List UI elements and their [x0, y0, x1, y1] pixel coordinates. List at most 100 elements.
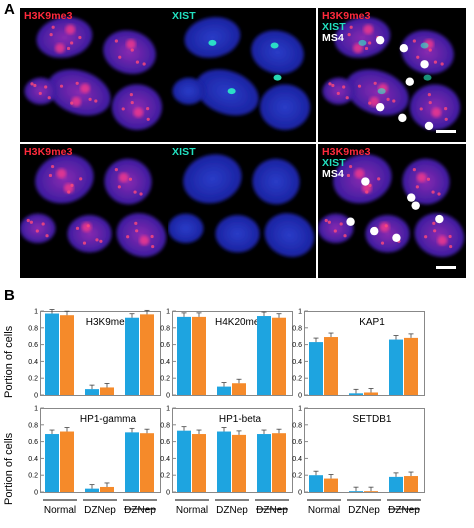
bar	[272, 317, 286, 395]
speckle	[135, 60, 140, 64]
speckle	[41, 222, 45, 226]
y-tick-label: 0	[34, 490, 38, 497]
y-tick-label: 0.2	[160, 376, 170, 383]
speckle	[117, 185, 121, 189]
speckle	[121, 107, 125, 111]
speckle	[66, 46, 71, 51]
nucleus	[414, 213, 465, 258]
micrograph-r2-c3: H3K9me3 XIST MS4	[318, 144, 466, 278]
nucleus	[334, 17, 391, 58]
speckle	[70, 41, 74, 45]
speckle	[59, 84, 64, 88]
category-label: Normal	[308, 505, 340, 516]
micrograph-r2-c2: XIST	[168, 144, 316, 278]
speckle	[47, 96, 51, 100]
speckle	[327, 220, 331, 224]
y-axis-label-top: Portion of cells	[3, 325, 15, 398]
y-tick-label: 0	[166, 393, 170, 400]
y-tick-label: 0	[298, 393, 302, 400]
scale-bar	[436, 266, 456, 269]
speckle	[126, 235, 130, 239]
speckle	[349, 25, 353, 29]
y-tick-label: 1	[166, 309, 170, 316]
nucleus	[168, 213, 204, 244]
category-label: DZNep	[216, 505, 248, 516]
y-tick-label: 1	[298, 309, 302, 316]
y-tick-label: 0.8	[160, 325, 170, 332]
ms4-signal	[420, 60, 429, 69]
nucleus	[322, 77, 355, 105]
speckle	[377, 177, 381, 181]
bar	[60, 315, 74, 395]
speckle	[129, 93, 133, 97]
chart-svg: 0 0.2 0.4 0.6 0.8 1 H3K9me3	[28, 309, 161, 400]
speckle	[44, 85, 48, 89]
speckle	[99, 239, 103, 243]
plot-frame	[40, 311, 161, 396]
speckle	[114, 167, 118, 172]
micrograph-image	[20, 154, 167, 258]
channel-label: MS4	[322, 168, 344, 180]
y-tick-label: 1	[34, 309, 38, 316]
h3k9me3-focus	[81, 222, 92, 233]
speckle	[392, 99, 396, 103]
nucleus	[264, 213, 315, 258]
h3k9me3-focus	[54, 43, 65, 54]
speckle	[75, 226, 80, 230]
nucleus	[20, 213, 56, 244]
speckle	[384, 224, 388, 228]
ms4-signal	[407, 193, 416, 202]
y-tick-label: 0.8	[28, 325, 38, 332]
category-label: Normal	[44, 505, 76, 516]
y-tick-label: 0.6	[160, 439, 170, 446]
speckle	[142, 62, 146, 66]
speckle	[88, 97, 92, 101]
xist-signal	[377, 88, 386, 95]
h3k9me3-focus	[354, 168, 365, 179]
chart-svg: 0 0.2 0.4 0.6 0.8 1 HP1-beta Normal DZNep DZNep	[160, 406, 293, 516]
speckle	[368, 183, 372, 187]
speckle	[130, 100, 134, 105]
ms4-signal	[346, 217, 355, 226]
speckle	[433, 60, 438, 64]
speckle	[49, 33, 53, 37]
bar	[85, 488, 99, 492]
bar	[125, 317, 139, 395]
category-label: DZNep	[124, 505, 156, 516]
speckle	[373, 81, 377, 85]
speckle	[86, 224, 90, 228]
bar	[324, 337, 338, 395]
speckle	[114, 39, 118, 43]
category-label: Normal	[176, 505, 208, 516]
speckle	[380, 241, 385, 245]
y-tick-label: 0.2	[292, 376, 302, 383]
bar	[404, 337, 418, 395]
speckle	[432, 221, 436, 225]
speckle	[448, 234, 452, 239]
bar	[140, 314, 154, 395]
category-label: DZNep	[84, 505, 116, 516]
y-tick-label: 0.4	[160, 359, 170, 366]
speckle	[331, 83, 335, 88]
speckle	[95, 238, 99, 242]
speckle	[365, 190, 369, 194]
channel-label: H3K9me3	[24, 146, 73, 158]
panel-b-letter: B	[4, 287, 15, 304]
h3k9me3-focus	[431, 107, 442, 118]
speckle	[94, 99, 98, 103]
speckle	[324, 218, 328, 223]
bar	[140, 433, 154, 492]
speckle	[70, 101, 74, 105]
ms4-signal	[411, 201, 420, 210]
chart-title: H4K20me3	[215, 317, 265, 328]
nucleus	[402, 158, 450, 205]
bar	[45, 313, 59, 395]
plot-frame	[40, 408, 161, 493]
bar	[85, 389, 99, 395]
y-tick-label: 0.8	[292, 325, 302, 332]
ms4-signal	[435, 214, 444, 224]
y-tick-label: 0.6	[160, 342, 170, 349]
ms4-signal	[405, 77, 414, 86]
speckle	[426, 177, 431, 181]
speckle	[67, 190, 71, 194]
